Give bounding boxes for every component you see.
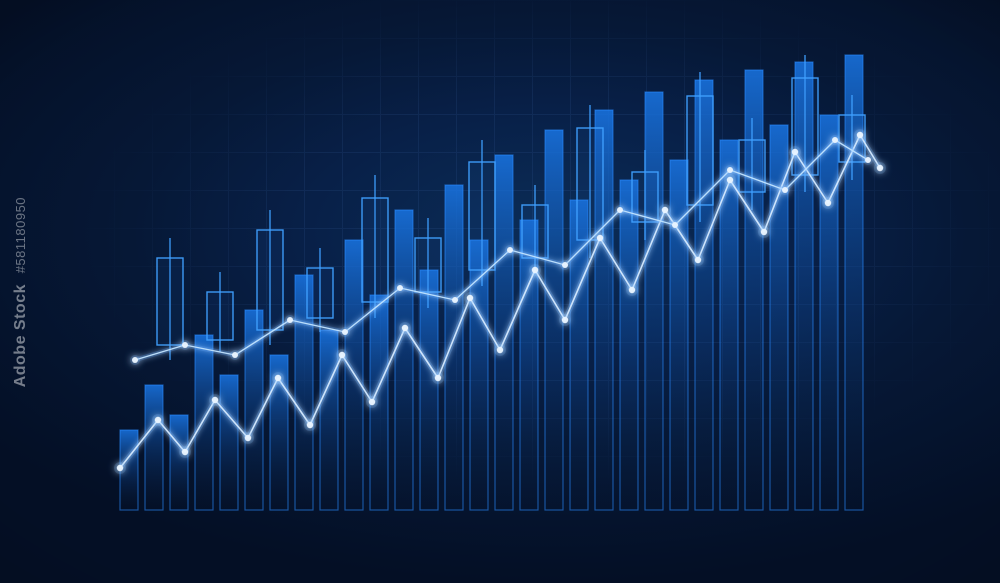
stock-watermark: Adobe Stock #581180950 xyxy=(12,196,30,387)
stock-chart xyxy=(0,0,1000,583)
watermark-brand: Adobe Stock xyxy=(12,284,29,387)
watermark-id: #581180950 xyxy=(13,196,28,272)
